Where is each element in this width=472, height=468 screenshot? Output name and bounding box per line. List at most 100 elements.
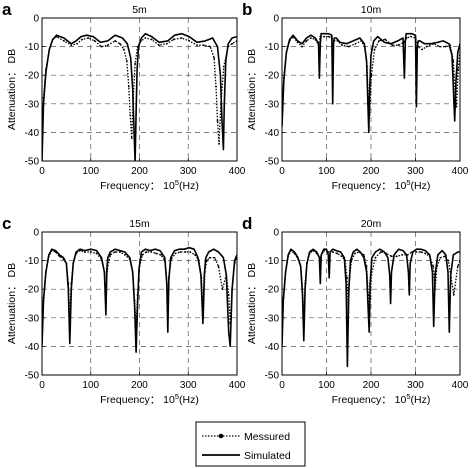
data-point-messured	[378, 39, 380, 42]
data-point-messured	[42, 296, 45, 299]
legend-marker-messured	[218, 433, 224, 439]
data-point-messured	[425, 45, 428, 48]
x-tick-label: 400	[452, 166, 469, 177]
data-point-messured	[227, 294, 230, 296]
data-point-messured	[348, 276, 351, 279]
x-tick-label: 300	[180, 380, 197, 391]
data-point-messured	[366, 65, 368, 68]
data-point-messured	[373, 48, 376, 51]
y-tick-label: -50	[25, 371, 40, 382]
data-point-messured	[123, 48, 125, 51]
data-point-messured	[330, 37, 333, 39]
data-point-messured	[435, 265, 438, 268]
data-point-messured	[368, 114, 371, 117]
y-tick-label: -30	[25, 99, 40, 110]
series-messured	[282, 249, 460, 342]
x-tick-label: 100	[82, 380, 99, 391]
data-point-messured	[81, 38, 83, 41]
legend-label-simulated: Simulated	[244, 450, 291, 462]
data-point-messured	[419, 251, 422, 253]
y-tick-label: 0	[33, 228, 39, 239]
data-point-messured	[439, 256, 442, 259]
data-point-messured	[215, 85, 217, 88]
data-point-messured	[216, 120, 219, 122]
data-point-messured	[68, 316, 71, 319]
data-point-messured	[363, 45, 366, 48]
x-tick-label: 200	[131, 166, 148, 177]
data-point-messured	[319, 35, 322, 38]
data-point-messured	[454, 91, 457, 94]
data-point-messured	[354, 252, 356, 255]
x-tick-label: 200	[363, 166, 380, 177]
legend-box	[195, 421, 306, 467]
data-point-messured	[141, 253, 144, 256]
data-point-messured	[370, 74, 373, 77]
data-point-messured	[128, 258, 131, 261]
data-point-messured	[194, 253, 196, 256]
data-point-messured	[104, 302, 107, 305]
y-tick-label: 0	[33, 14, 39, 25]
data-point-messured	[114, 251, 117, 253]
data-point-messured	[188, 39, 191, 42]
data-point-messured	[456, 265, 459, 268]
panel-letter: a	[2, 0, 12, 19]
series-line-messured	[42, 249, 237, 341]
data-point-messured	[317, 44, 320, 47]
data-point-messured	[315, 252, 318, 255]
x-tick-label: 400	[452, 380, 469, 391]
panel-a: 0 100 200 300 400 0 -10 -20 -30 -40 -50 5m a Attenuat…	[2, 0, 246, 192]
data-point-messured	[87, 37, 90, 39]
data-point-messured	[327, 251, 330, 253]
data-point-messured	[136, 45, 139, 48]
panel-letter: c	[2, 214, 11, 233]
data-point-messured	[347, 311, 350, 313]
data-point-messured	[233, 262, 236, 265]
data-point-messured	[209, 45, 212, 48]
data-point-messured	[172, 38, 175, 41]
data-point-messured	[158, 44, 160, 47]
data-point-messured	[213, 256, 216, 259]
x-axis-label-exponent: 5	[406, 392, 410, 401]
data-point-messured	[133, 299, 136, 302]
data-point-messured	[208, 256, 211, 259]
data-point-messured	[331, 251, 334, 253]
data-point-messured	[285, 51, 288, 54]
data-point-messured	[347, 45, 350, 48]
data-point-messured	[55, 35, 58, 38]
data-point-messured	[432, 42, 435, 45]
x-axis-label-name: Frequency： 10	[100, 394, 175, 406]
data-point-messured	[395, 255, 398, 258]
series-line-simulated	[42, 246, 237, 353]
data-point-messured	[370, 274, 373, 276]
data-point-messured	[305, 39, 308, 42]
data-point-messured	[414, 37, 417, 39]
data-point-messured	[203, 271, 206, 273]
data-point-messured	[457, 68, 460, 71]
data-point-messured	[432, 265, 435, 268]
data-point-messured	[444, 45, 447, 48]
y-axis-label: Attenuation： DB	[246, 49, 258, 130]
y-tick-label: -30	[265, 99, 280, 110]
data-point-messured	[123, 253, 126, 256]
data-point-messured	[434, 288, 436, 291]
y-tick-label: -40	[25, 128, 40, 139]
data-point-messured	[287, 255, 290, 258]
data-point-messured	[390, 255, 393, 258]
data-point-messured	[306, 262, 308, 265]
data-point-messured	[131, 271, 134, 273]
data-point-messured	[103, 271, 106, 273]
data-point-messured	[410, 35, 412, 38]
data-point-messured	[362, 253, 365, 256]
data-point-messured	[374, 256, 377, 259]
data-point-messured	[184, 251, 187, 253]
data-point-messured	[136, 294, 139, 296]
data-point-messured	[65, 262, 68, 265]
data-point-messured	[354, 42, 357, 45]
data-point-messured	[415, 251, 418, 253]
data-point-messured	[163, 259, 166, 262]
series-line-simulated	[42, 32, 237, 161]
data-point-messured	[341, 44, 343, 47]
data-point-messured	[344, 259, 347, 262]
data-point-messured	[299, 265, 302, 268]
